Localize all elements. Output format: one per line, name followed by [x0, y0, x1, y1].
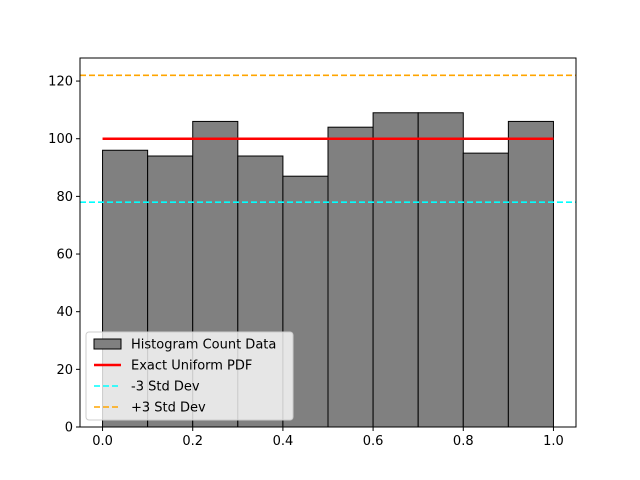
legend-box — [85, 331, 294, 421]
axes-frame — [79, 57, 577, 428]
x-tick-label: 1.0 — [543, 434, 564, 449]
histogram-bar-9 — [507, 120, 554, 428]
histogram-bar-6 — [372, 112, 419, 428]
legend-swatch-histogram — [93, 338, 122, 350]
legend-label: Exact Uniform PDF — [131, 359, 252, 374]
x-axis-ticks: 0.0 0.2 0.4 0.6 0.8 1.0 — [92, 427, 564, 449]
y-tick-label: 80 — [56, 190, 73, 205]
x-tick-label: 0.0 — [92, 434, 113, 449]
x-tick-label: 0.6 — [363, 434, 384, 449]
y-axis-ticks: 0 20 40 60 80 100 120 — [48, 75, 80, 436]
y-tick-label: 60 — [56, 248, 73, 263]
x-tick-label: 0.8 — [453, 434, 474, 449]
histogram-bar-8 — [462, 152, 509, 428]
legend-label: Histogram Count Data — [131, 338, 276, 353]
legend-label: -3 Std Dev — [131, 380, 200, 395]
y-tick-label: 0 — [65, 421, 73, 436]
x-tick-label: 0.4 — [273, 434, 294, 449]
y-tick-label: 100 — [48, 132, 73, 147]
y-tick-label: 120 — [48, 75, 73, 90]
histogram-bar-5 — [327, 126, 374, 428]
legend-label: +3 Std Dev — [131, 401, 206, 416]
histogram-bar-7 — [417, 112, 464, 428]
x-tick-label: 0.2 — [182, 434, 203, 449]
reference-lines — [80, 74, 576, 203]
y-tick-label: 20 — [56, 363, 73, 378]
y-tick-label: 40 — [56, 305, 73, 320]
legend: Histogram Count Data Exact Uniform PDF -3 … — [85, 331, 294, 421]
